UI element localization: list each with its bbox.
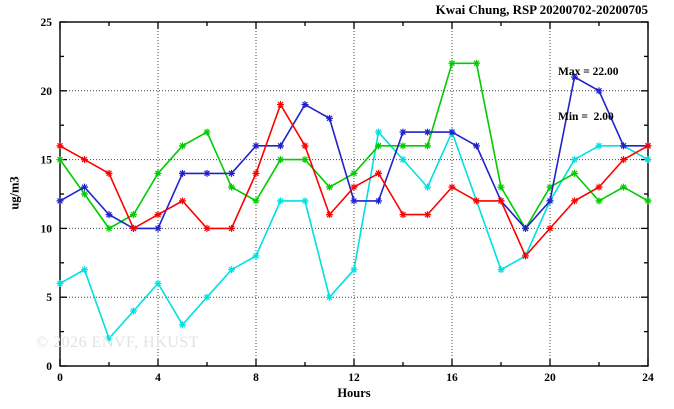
red-series-markers (56, 101, 652, 260)
y-tick-label: 25 (41, 17, 53, 29)
y-axis-label: ug/m3 (7, 176, 22, 210)
x-axis-label: Hours (337, 386, 371, 400)
chart-title: Kwai Chung, RSP 20200702-20200705 (435, 2, 648, 17)
y-tick-label: 20 (41, 86, 53, 98)
blue-series (56, 73, 652, 232)
red-series (56, 101, 652, 260)
tick-labels: 0 5 10 15 20 25 0 4 8 12 16 20 24 (41, 17, 655, 384)
max-value-label: Max = 22.00 (558, 66, 619, 78)
minmax-annotation: Max = 22.00 Min = 2.00 (558, 35, 619, 155)
x-tick-label: 16 (446, 372, 458, 384)
watermark: © 2026 ENVF, HKUST (36, 334, 199, 351)
x-tick-label: 4 (155, 372, 161, 384)
min-value-label: Min = 2.00 (558, 111, 614, 123)
x-tick-label: 0 (57, 372, 63, 384)
x-tick-label: 8 (253, 372, 259, 384)
x-tick-label: 20 (544, 372, 556, 384)
y-tick-label: 15 (41, 155, 53, 167)
blue-series-markers (56, 73, 652, 232)
y-tick-label: 10 (41, 223, 53, 235)
x-tick-label: 12 (348, 372, 360, 384)
green-series (56, 59, 652, 232)
y-tick-label: 5 (46, 292, 52, 304)
x-tick-label: 24 (642, 372, 654, 384)
y-tick-label: 0 (46, 361, 52, 373)
